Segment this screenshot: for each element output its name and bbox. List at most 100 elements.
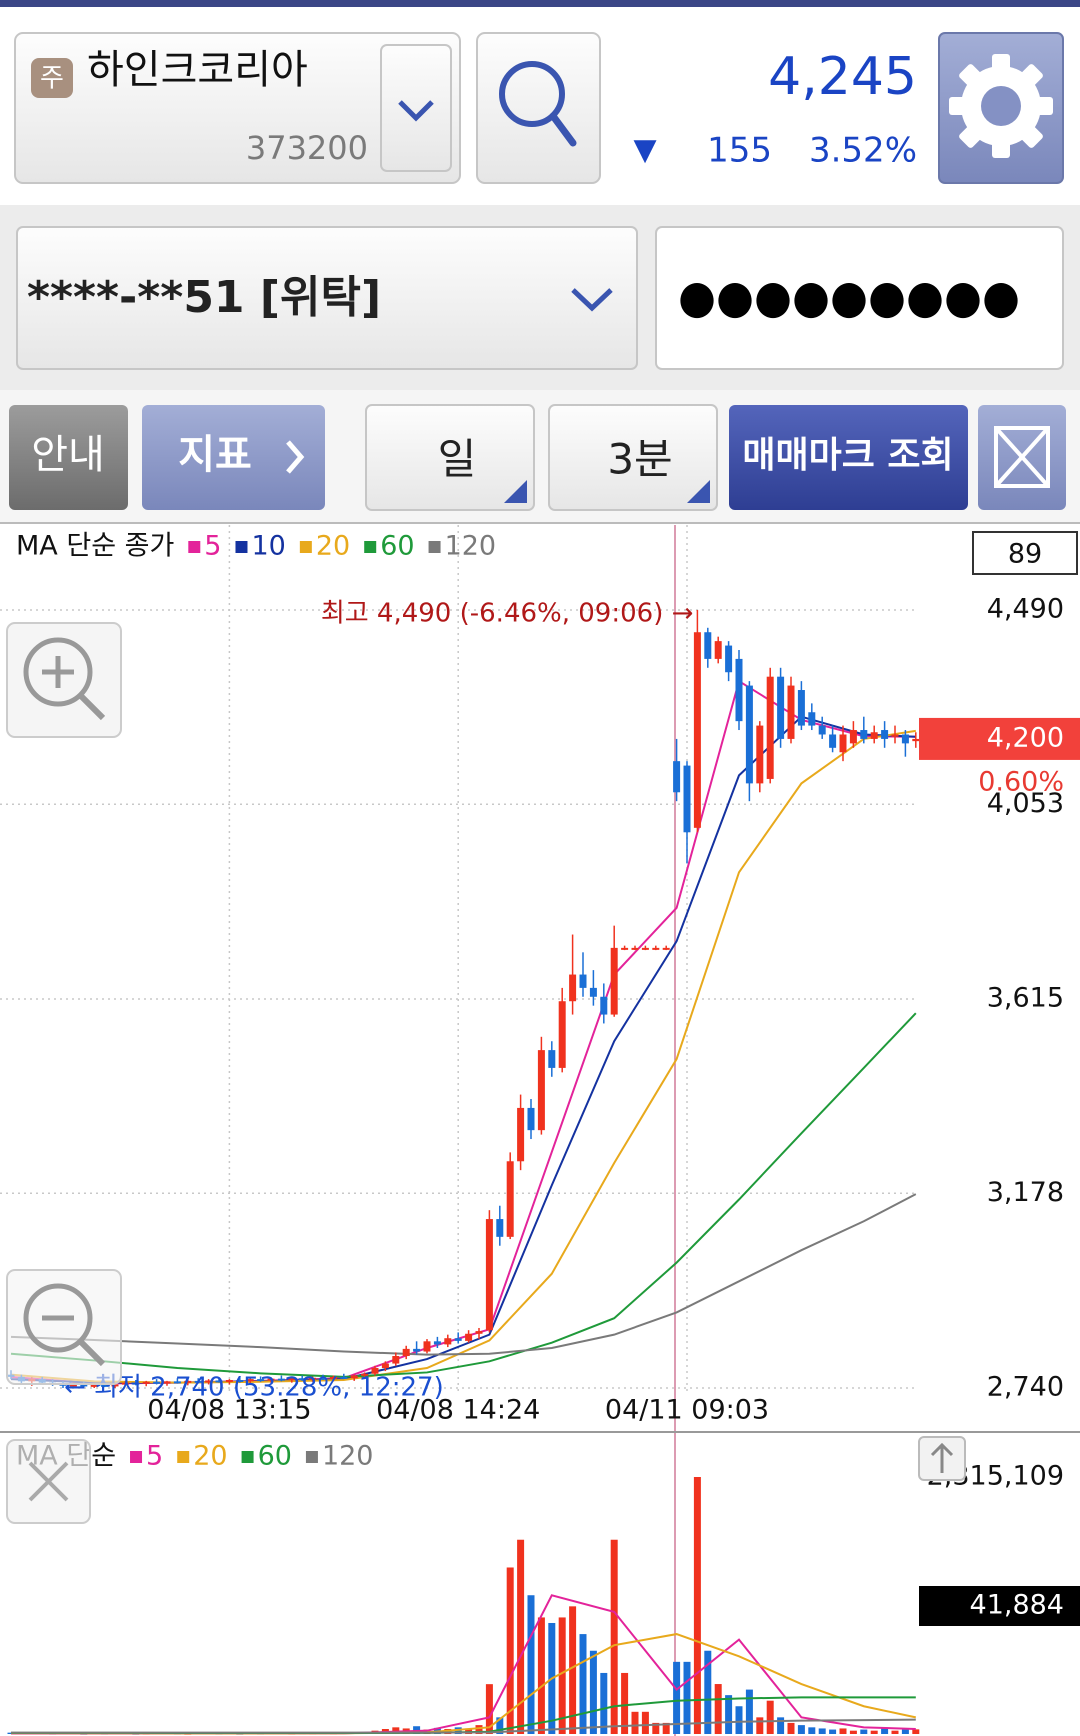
stock-selector[interactable]: 주 하인크코리아 373200 <box>14 32 461 184</box>
volume-bar <box>839 1728 847 1734</box>
candle-body <box>153 1381 161 1384</box>
candle-body <box>80 1384 88 1387</box>
volume-bar <box>756 1717 764 1734</box>
direction: ▼ <box>633 133 656 168</box>
candle-body <box>860 730 868 739</box>
volume-bar <box>621 1672 629 1734</box>
settings-button[interactable] <box>938 32 1064 184</box>
volume-bar <box>777 1717 785 1734</box>
volume-bar <box>735 1706 743 1734</box>
volume-bar <box>579 1634 587 1734</box>
candle-body <box>444 1338 452 1345</box>
current-price-label: 4,200 <box>987 722 1064 753</box>
candle-body <box>402 1348 410 1356</box>
candle-body <box>787 685 795 739</box>
candle-body <box>569 974 577 1002</box>
volume-bar <box>818 1728 826 1734</box>
volume-bar <box>881 1728 889 1734</box>
candle-body <box>184 1380 192 1383</box>
volume-bar <box>589 1650 597 1734</box>
candle-body <box>589 987 597 997</box>
current-volume-label: 41,884 <box>970 1590 1064 1621</box>
legend-label: 20 <box>316 531 350 562</box>
legend-label: 5 <box>204 531 221 562</box>
volume-bar <box>600 1672 608 1734</box>
volume-bar <box>558 1617 566 1734</box>
candle-body <box>90 1384 98 1387</box>
candle-body <box>839 734 847 753</box>
candle-body <box>173 1381 181 1384</box>
ma-line <box>10 679 916 1385</box>
candle-body <box>163 1381 171 1384</box>
zoom-in-button[interactable] <box>6 622 122 738</box>
candle-body <box>288 1378 296 1381</box>
volume-bar <box>569 1606 577 1734</box>
y-tick-label: 3,615 <box>987 983 1064 1014</box>
candle-body <box>194 1380 202 1383</box>
candle-body <box>433 1341 441 1345</box>
candle-body <box>797 690 805 726</box>
x-tick-label: 04/11 09:03 <box>605 1395 769 1426</box>
x-tick-label: 04/08 13:15 <box>147 1395 311 1426</box>
candle-body <box>631 947 639 950</box>
interval-button[interactable]: 3분 <box>548 404 718 511</box>
legend-label: 10 <box>251 531 285 562</box>
status-strip <box>0 0 1080 7</box>
volume-bar <box>631 1711 639 1734</box>
candle-body <box>548 1050 556 1068</box>
y-tick-label: 3,178 <box>987 1177 1064 1208</box>
candle-body <box>340 1376 348 1379</box>
volume-bar <box>496 1717 504 1734</box>
ma-line <box>10 715 916 1384</box>
volume-bar <box>673 1661 681 1734</box>
candle-body <box>101 1384 109 1387</box>
indicator-button[interactable]: 지표 <box>142 405 325 510</box>
candle-body <box>808 712 816 726</box>
legend-swatch <box>241 1451 254 1463</box>
candle-body <box>257 1379 265 1382</box>
candle-body <box>537 1050 545 1131</box>
candle-body <box>881 730 889 739</box>
account-selector[interactable]: ****-**51 [위탁] <box>16 226 638 370</box>
candle-body <box>205 1380 213 1383</box>
bar-count: 89 <box>1008 539 1042 570</box>
expand-button[interactable] <box>978 405 1066 510</box>
candle-body <box>496 1219 504 1237</box>
chevron <box>398 100 434 122</box>
ma-line <box>11 1718 916 1734</box>
volume-bar <box>485 1684 493 1734</box>
ma-line <box>10 1012 917 1378</box>
zoom-out-button[interactable] <box>6 1269 122 1385</box>
close-button[interactable] <box>6 1439 91 1524</box>
search-button[interactable] <box>476 32 601 184</box>
button-label: 매매마크 조회 <box>742 435 953 476</box>
candle-body <box>621 947 629 950</box>
period-button[interactable]: 일 <box>365 404 535 511</box>
volume-bar <box>860 1729 868 1734</box>
price-change: 155 <box>707 131 772 171</box>
volume-bar <box>725 1695 733 1734</box>
volume-bar <box>797 1725 805 1734</box>
trade-marks-button[interactable]: 매매마크 조회 <box>729 405 968 510</box>
candle-body <box>662 947 670 950</box>
account-number: ****-**51 [위탁] <box>27 272 381 323</box>
candle-body <box>704 632 712 659</box>
button-label: 3분 <box>607 435 672 484</box>
dropdown-button[interactable] <box>380 44 452 172</box>
volume-bar <box>714 1684 722 1734</box>
candle-body <box>673 761 681 793</box>
y-tick-label: 4,490 <box>987 594 1064 625</box>
legend-label: 5 <box>146 1441 163 1472</box>
x-tick-label: 04/08 14:24 <box>376 1395 540 1426</box>
password-field[interactable]: ●●●●●●●●● <box>655 226 1064 370</box>
candle-body <box>777 676 785 739</box>
volume-bar <box>610 1539 618 1734</box>
candle-body <box>818 725 826 735</box>
legend-swatch <box>177 1451 190 1463</box>
ma-line <box>10 1193 917 1356</box>
badge-text: 주 <box>40 64 64 94</box>
scroll-top-button[interactable] <box>918 1436 966 1481</box>
candle-body <box>350 1375 358 1379</box>
guide-button[interactable]: 안내 <box>9 405 128 510</box>
